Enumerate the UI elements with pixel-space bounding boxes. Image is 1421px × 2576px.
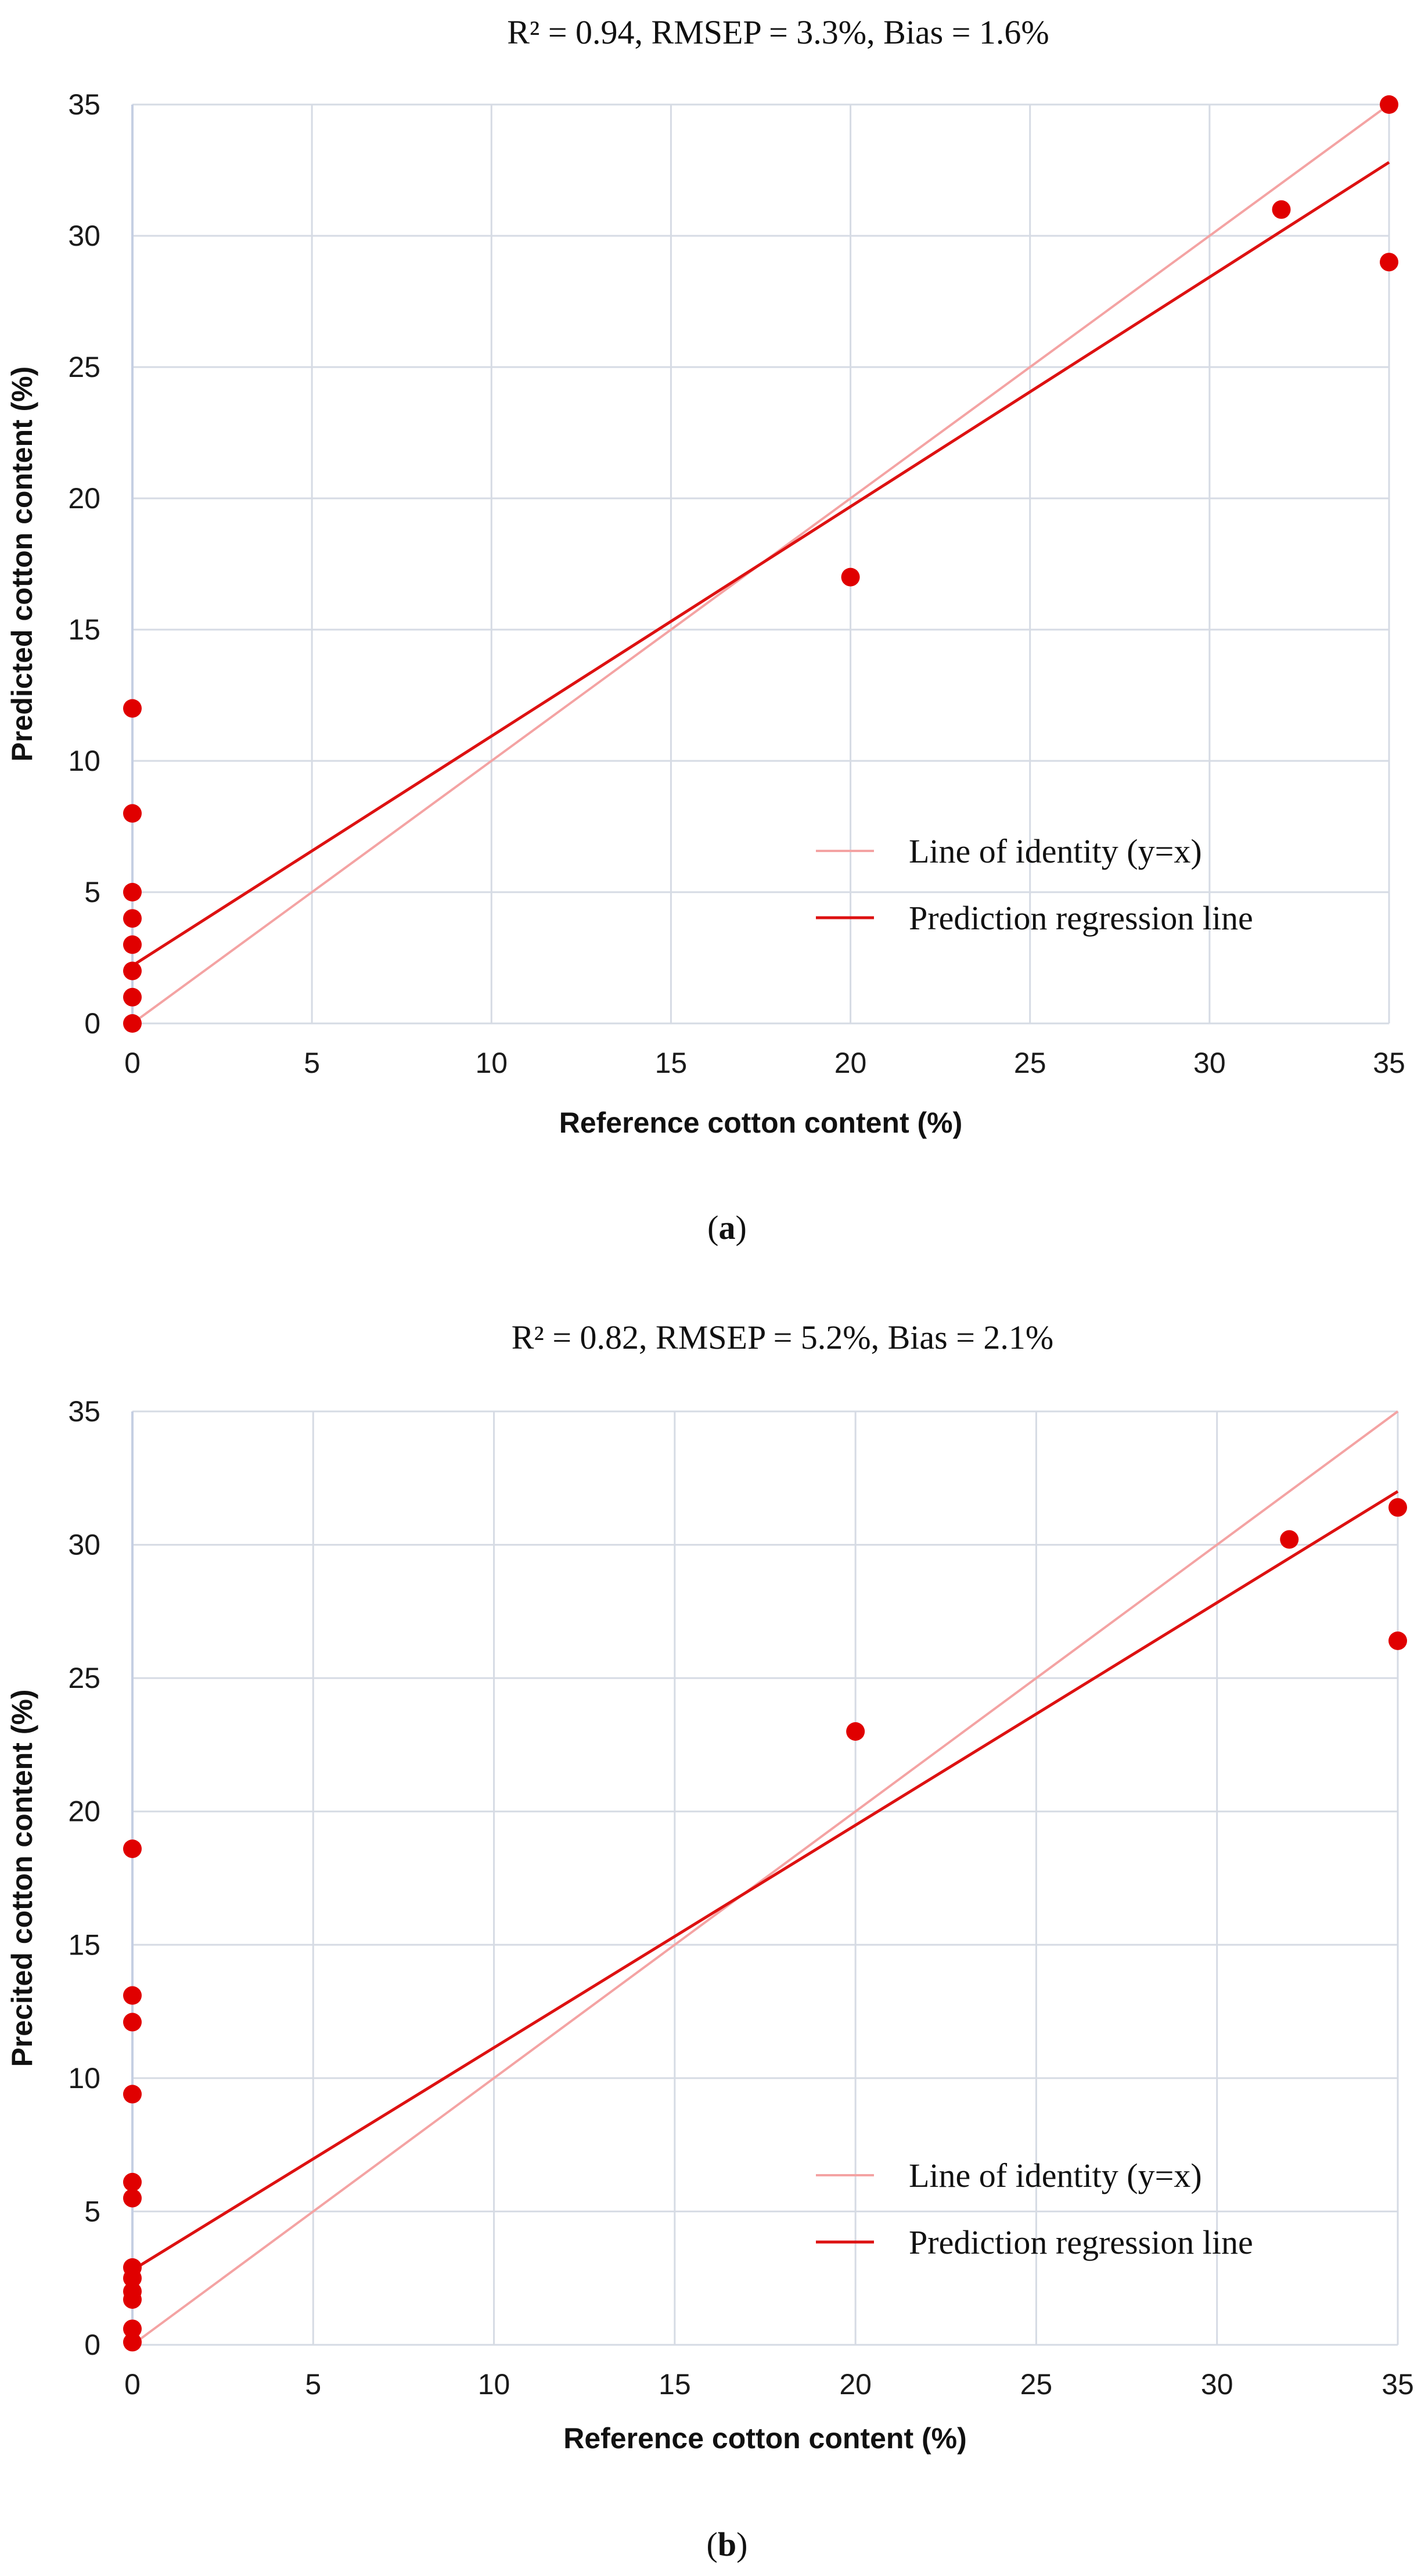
data-point: [123, 804, 142, 823]
caption-letter: a: [719, 1209, 736, 1246]
y-tick-label: 10: [68, 2062, 100, 2094]
caption-paren-close: ): [736, 2525, 747, 2563]
x-tick-label: 5: [305, 2368, 321, 2401]
x-tick-label: 10: [475, 1047, 508, 1079]
x-tick-label: 35: [1382, 2368, 1414, 2401]
data-point: [1380, 253, 1398, 272]
data-point: [123, 699, 142, 718]
x-tick-label: 0: [124, 2368, 141, 2401]
x-tick-label: 15: [655, 1047, 688, 1079]
regression-line: [131, 161, 1390, 967]
figure-caption: (a): [707, 1209, 747, 1246]
data-point: [1380, 95, 1398, 114]
y-tick-label: 20: [68, 482, 100, 515]
data-point: [841, 567, 860, 587]
x-tick-label: 15: [659, 2368, 691, 2401]
y-tick-label: 20: [68, 1795, 100, 1828]
y-axis-label: Predicted cotton content (%): [6, 367, 38, 762]
y-tick-label: 0: [84, 1007, 100, 1040]
chart-title: R² = 0.82, RMSEP = 5.2%, Bias = 2.1%: [512, 1318, 1054, 1356]
legend-label: Line of identity (y=x): [909, 2157, 1202, 2194]
x-tick-label: 5: [304, 1047, 320, 1079]
data-point: [123, 1986, 142, 2005]
y-tick-label: 30: [68, 1529, 100, 1561]
caption-paren-open: (: [707, 2525, 718, 2563]
data-point: [1388, 1498, 1407, 1517]
regression-line: [131, 1490, 1399, 2272]
y-tick-label: 10: [68, 745, 100, 777]
y-tick-label: 35: [68, 88, 100, 121]
legend-label: Line of identity (y=x): [909, 832, 1202, 870]
y-tick-label: 0: [84, 2329, 100, 2361]
x-tick-label: 20: [834, 1047, 867, 1079]
y-tick-label: 15: [68, 613, 100, 646]
chart-panel-a: 0 5 10 15 20 25 30 35 0 5 10 15 20 25 30 35 Line of iden…: [6, 13, 1405, 1246]
caption-paren-close: ): [736, 1209, 747, 1246]
data-point: [123, 987, 142, 1007]
figure-caption: (b): [707, 2525, 748, 2563]
legend-label: Prediction regression line: [909, 899, 1253, 937]
x-tick-label: 35: [1373, 1047, 1405, 1079]
y-tick-label: 25: [68, 1662, 100, 1694]
caption-letter: b: [718, 2525, 736, 2563]
caption-paren-open: (: [707, 1209, 718, 1246]
data-point: [123, 961, 142, 980]
data-point: [123, 2085, 142, 2104]
data-point: [123, 2319, 142, 2338]
x-tick-label: 25: [1014, 1047, 1046, 1079]
y-axis-label: Precited cotton content (%): [6, 1689, 38, 2067]
x-tick-label: 10: [478, 2368, 510, 2401]
x-tick-label: 30: [1193, 1047, 1226, 1079]
y-tick-label: 30: [68, 220, 100, 252]
x-axis-label: Reference cotton content (%): [559, 1106, 963, 1139]
data-point: [123, 2189, 142, 2208]
legend-label: Prediction regression line: [909, 2223, 1253, 2261]
y-tick-label: 15: [68, 1928, 100, 1961]
x-tick-label: 25: [1020, 2368, 1053, 2401]
y-tick-label: 35: [68, 1395, 100, 1428]
y-tick-label: 5: [84, 2195, 100, 2227]
data-point: [1272, 200, 1291, 219]
y-tick-label: 5: [84, 876, 100, 908]
data-point: [123, 2333, 142, 2352]
data-point: [123, 883, 142, 901]
y-tick-label: 25: [68, 351, 100, 383]
data-point: [123, 2290, 142, 2309]
data-point: [1388, 1631, 1407, 1650]
chart-panel-b: 0 5 10 15 20 25 30 35 0 5 10 15 20 25 30 35 Line of iden…: [6, 1318, 1414, 2563]
data-point: [123, 2269, 142, 2288]
data-point: [123, 909, 142, 928]
x-axis-label: Reference cotton content (%): [563, 2422, 967, 2455]
x-tick-label: 30: [1201, 2368, 1233, 2401]
x-tick-label: 20: [839, 2368, 872, 2401]
data-point: [123, 935, 142, 954]
x-tick-label: 0: [124, 1047, 141, 1079]
data-point: [123, 1839, 142, 1858]
chart-title: R² = 0.94, RMSEP = 3.3%, Bias = 1.6%: [507, 13, 1049, 51]
data-point: [123, 1014, 142, 1033]
data-point: [846, 1722, 865, 1741]
identity-line: [131, 1410, 1399, 2346]
data-point: [123, 2013, 142, 2032]
data-point: [123, 2172, 142, 2191]
data-point: [1280, 1530, 1299, 1549]
